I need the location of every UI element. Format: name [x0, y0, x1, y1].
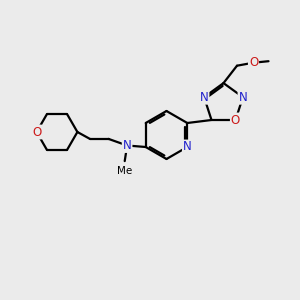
- Text: O: O: [231, 113, 240, 127]
- Text: Me: Me: [117, 166, 132, 176]
- Text: N: N: [183, 140, 192, 154]
- Text: N: N: [200, 91, 208, 104]
- Text: N: N: [123, 139, 131, 152]
- Text: N: N: [238, 91, 247, 104]
- Text: O: O: [32, 125, 41, 139]
- Text: O: O: [249, 56, 258, 69]
